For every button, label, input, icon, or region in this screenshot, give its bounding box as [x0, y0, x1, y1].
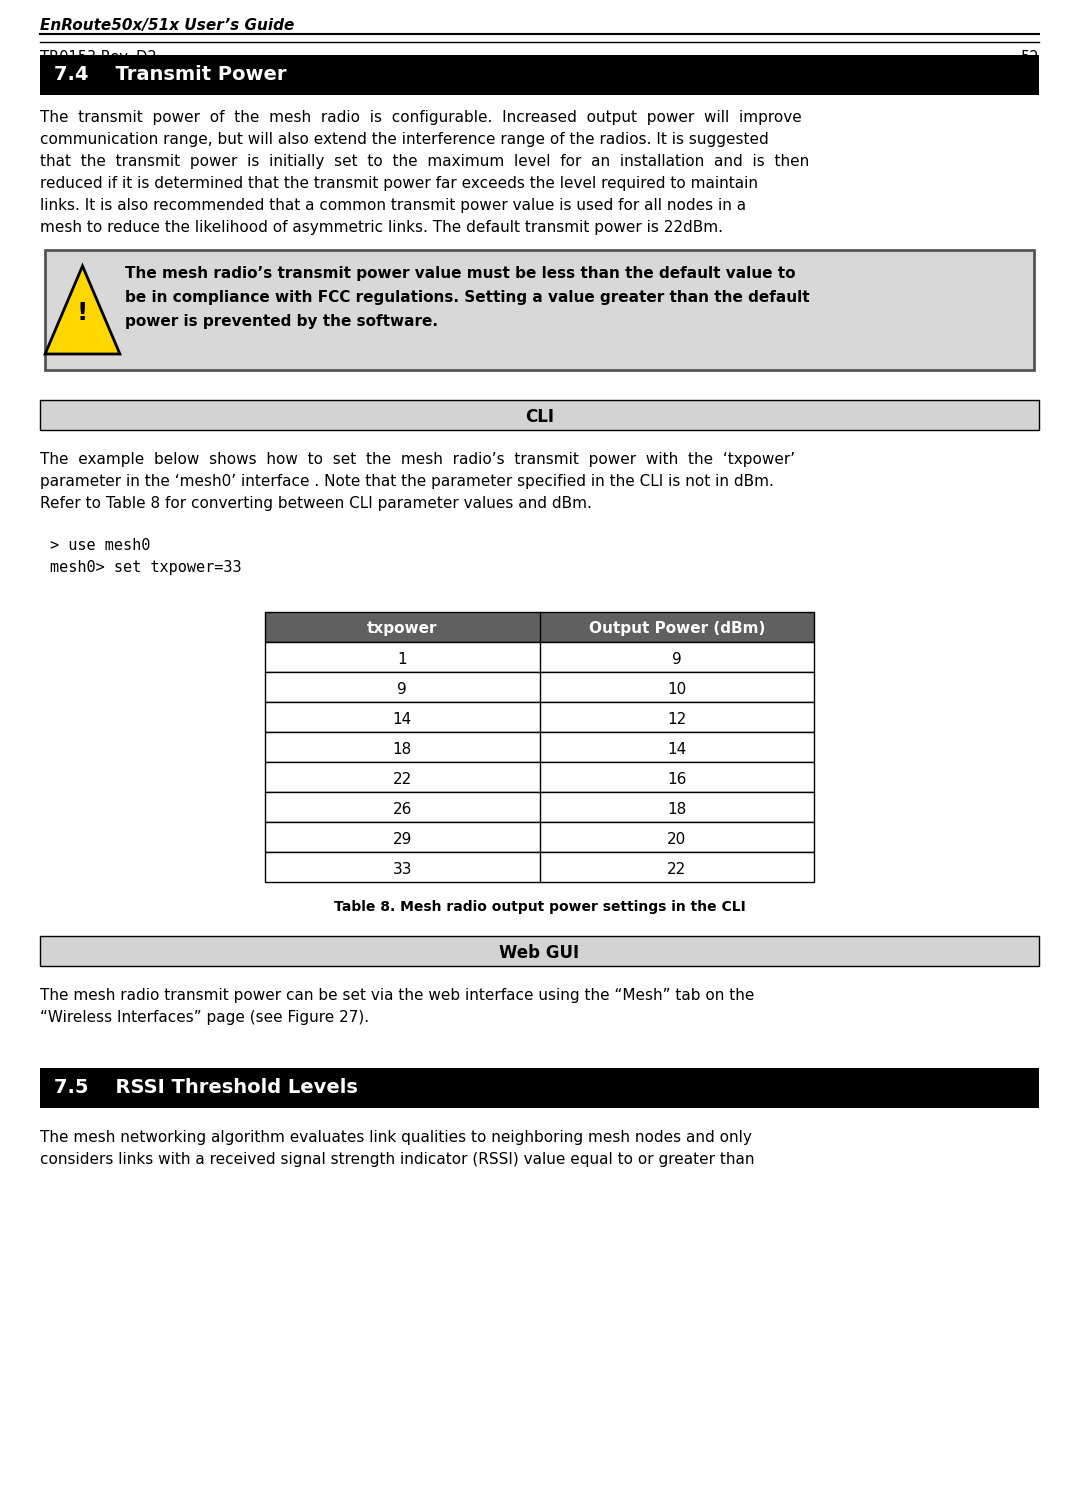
Text: 16: 16: [667, 771, 686, 786]
Text: 12: 12: [667, 711, 686, 726]
Text: The mesh radio’s transmit power value must be less than the default value to: The mesh radio’s transmit power value mu…: [125, 265, 795, 280]
Text: 14: 14: [393, 711, 412, 726]
Text: considers links with a received signal strength indicator (RSSI) value equal to : considers links with a received signal s…: [40, 1153, 754, 1167]
Text: reduced if it is determined that the transmit power far exceeds the level requir: reduced if it is determined that the tra…: [40, 176, 759, 191]
Text: 7.4    Transmit Power: 7.4 Transmit Power: [54, 66, 287, 83]
Text: 18: 18: [667, 802, 686, 817]
Polygon shape: [45, 265, 120, 353]
Text: EnRoute50x/51x User’s Guide: EnRoute50x/51x User’s Guide: [40, 18, 295, 33]
Text: Refer to Table 8 for converting between CLI parameter values and dBm.: Refer to Table 8 for converting between …: [40, 497, 592, 511]
Text: 14: 14: [667, 741, 686, 756]
Bar: [265, 851, 814, 883]
Text: 9: 9: [672, 652, 682, 666]
Text: be in compliance with FCC regulations. Setting a value greater than the default: be in compliance with FCC regulations. S…: [125, 291, 809, 306]
Text: !: !: [77, 301, 88, 325]
Text: 7.5    RSSI Threshold Levels: 7.5 RSSI Threshold Levels: [54, 1078, 358, 1097]
Text: 33: 33: [393, 862, 412, 877]
Bar: [265, 643, 814, 672]
Text: links. It is also recommended that a common transmit power value is used for all: links. It is also recommended that a com…: [40, 198, 746, 213]
Bar: [40, 55, 1039, 95]
Text: TR0153 Rev. D2: TR0153 Rev. D2: [40, 51, 156, 66]
Text: 10: 10: [667, 681, 686, 696]
Text: that  the  transmit  power  is  initially  set  to  the  maximum  level  for  an: that the transmit power is initially set…: [40, 154, 809, 168]
Text: txpower: txpower: [367, 622, 437, 637]
Text: Table 8. Mesh radio output power settings in the CLI: Table 8. Mesh radio output power setting…: [333, 901, 746, 914]
Text: The mesh networking algorithm evaluates link qualities to neighboring mesh nodes: The mesh networking algorithm evaluates …: [40, 1130, 752, 1145]
Text: 29: 29: [393, 832, 412, 847]
Bar: [265, 792, 814, 822]
Text: 20: 20: [667, 832, 686, 847]
Text: mesh0> set txpower=33: mesh0> set txpower=33: [50, 561, 242, 576]
Text: The  transmit  power  of  the  mesh  radio  is  configurable.  Increased  output: The transmit power of the mesh radio is …: [40, 110, 802, 125]
Bar: [265, 611, 814, 643]
Text: 22: 22: [667, 862, 686, 877]
Bar: [40, 1068, 1039, 1108]
Text: parameter in the ‘mesh0’ interface . Note that the parameter specified in the CL: parameter in the ‘mesh0’ interface . Not…: [40, 474, 774, 489]
Text: The mesh radio transmit power can be set via the web interface using the “Mesh” : The mesh radio transmit power can be set…: [40, 989, 754, 1003]
Bar: [40, 400, 1039, 429]
Text: “Wireless Interfaces” page (see Figure 27).: “Wireless Interfaces” page (see Figure 2…: [40, 1009, 369, 1024]
Text: 22: 22: [393, 771, 412, 786]
Text: communication range, but will also extend the interference range of the radios. : communication range, but will also exten…: [40, 133, 768, 148]
Bar: [265, 732, 814, 762]
Text: mesh to reduce the likelihood of asymmetric links. The default transmit power is: mesh to reduce the likelihood of asymmet…: [40, 221, 723, 236]
Text: 52: 52: [1021, 51, 1039, 66]
Bar: [265, 672, 814, 702]
Text: 26: 26: [393, 802, 412, 817]
Text: CLI: CLI: [525, 409, 554, 426]
Bar: [45, 250, 1034, 370]
Text: > use mesh0: > use mesh0: [50, 538, 150, 553]
Text: Web GUI: Web GUI: [500, 944, 579, 962]
Text: power is prevented by the software.: power is prevented by the software.: [125, 315, 438, 330]
Text: The  example  below  shows  how  to  set  the  mesh  radio’s  transmit  power  w: The example below shows how to set the m…: [40, 452, 795, 467]
Text: 9: 9: [397, 681, 407, 696]
Bar: [265, 702, 814, 732]
Bar: [265, 822, 814, 851]
Text: 18: 18: [393, 741, 412, 756]
Text: 1: 1: [397, 652, 407, 666]
Bar: [265, 762, 814, 792]
Text: Output Power (dBm): Output Power (dBm): [588, 622, 765, 637]
Bar: [40, 936, 1039, 966]
